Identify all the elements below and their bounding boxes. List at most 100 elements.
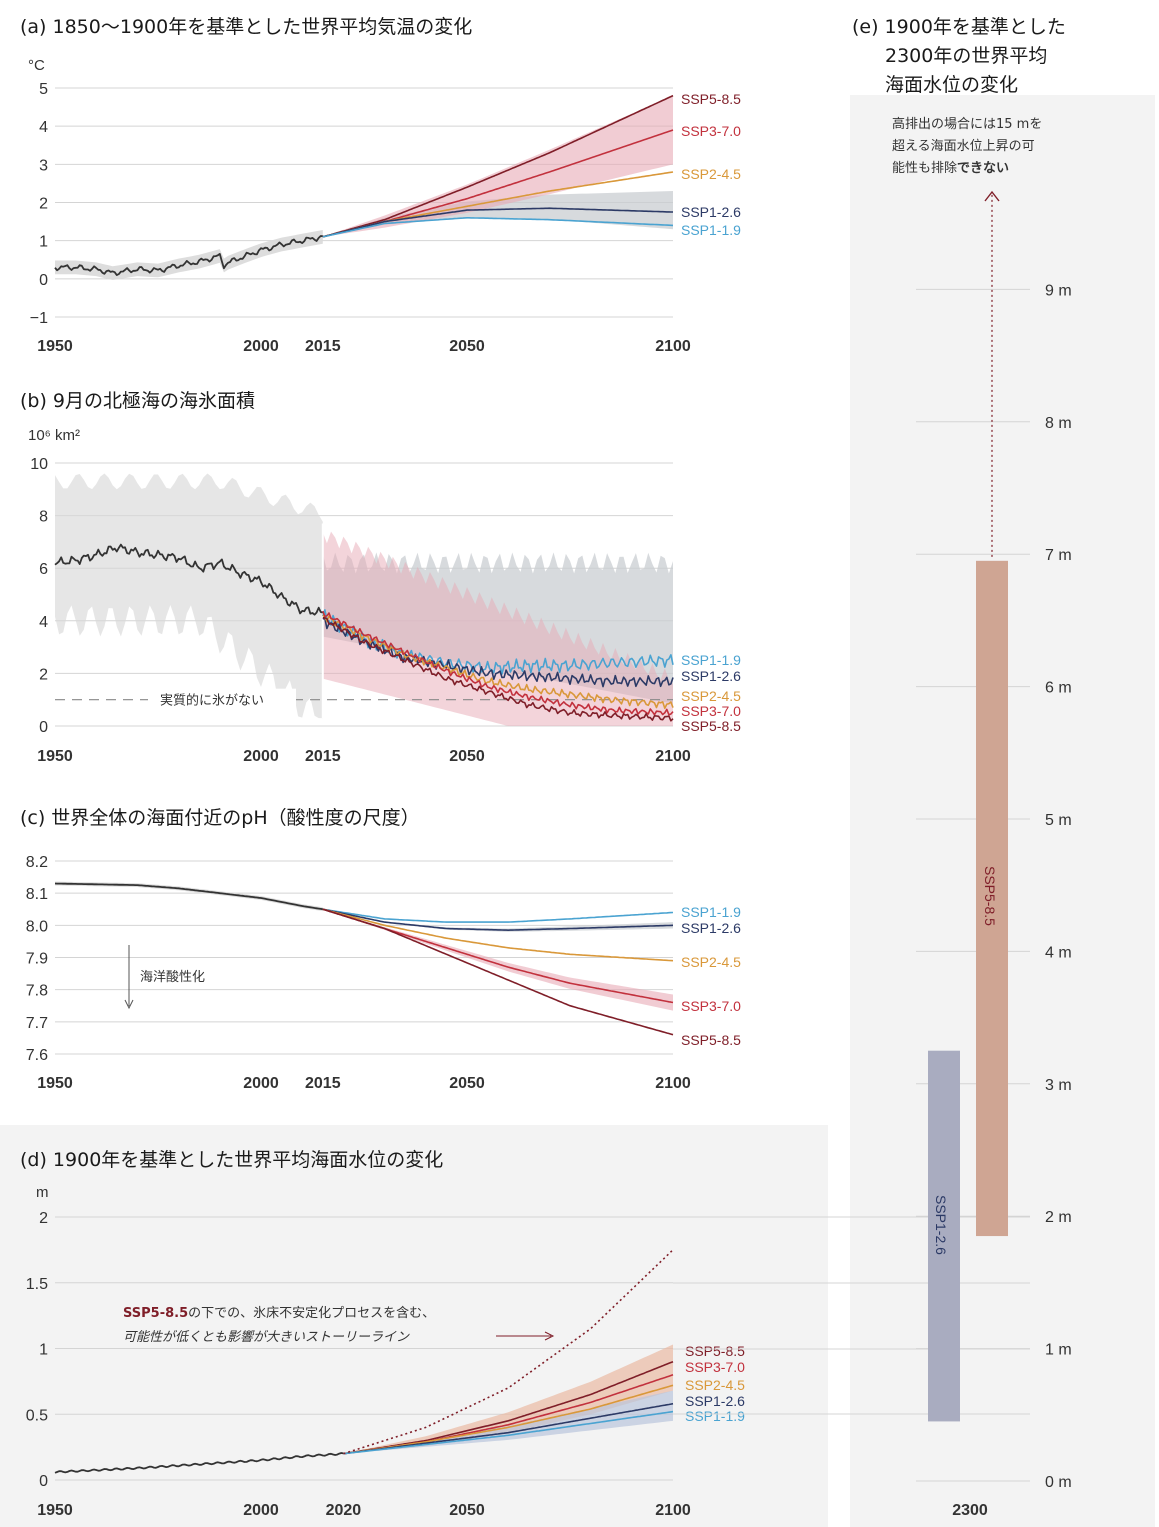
chart-d-sea-level: (d) 1900年を基準とした世界平均海面水位の変化 m 0 0.5 1 1.5 2 1950… <box>20 1149 1030 1519</box>
y-tick-label: 0 m <box>1045 1474 1072 1491</box>
series-ssp1-2-6-line <box>343 1402 674 1455</box>
series-label-ssp3-7-0: SSP3-7.0 <box>685 1359 745 1375</box>
series-ssp2-4-5-line <box>343 1384 674 1455</box>
y-tick-label: 8.2 <box>26 854 48 871</box>
chart-title: (b) 9月の北極海の海氷面積 <box>20 390 255 412</box>
chart-e-title-line: (e) 1900年を基準とした <box>852 16 1066 38</box>
ssp126-range-band <box>343 1390 673 1454</box>
x-tick-label: 2000 <box>243 1075 279 1092</box>
storyline-arrow-head <box>544 1331 555 1341</box>
x-tick-label: 2020 <box>326 1502 362 1519</box>
series-ssp2-4-5-line <box>322 908 674 962</box>
chart-title: (d) 1900年を基準とした世界平均海面水位の変化 <box>20 1149 443 1171</box>
y-tick-label: 0.5 <box>26 1407 48 1424</box>
chart-title: (c) 世界全体の海面付近のpH（酸性度の尺度） <box>20 807 420 829</box>
series-ssp3-7-0-line <box>322 610 674 716</box>
series-label-ssp1-2-6: SSP1-2.6 <box>685 1393 745 1409</box>
chart-e-note-line: 高排出の場合には15 mを <box>892 116 1042 132</box>
bar-label-ssp5-8-5: SSP5-8.5 <box>982 866 998 926</box>
y-tick-label: 1.5 <box>26 1276 48 1293</box>
y-axis-unit: m <box>36 1184 49 1201</box>
storyline-annotation-text: の下での、氷床不安定化プロセスを含む、 <box>188 1305 435 1321</box>
series-historical-line <box>54 235 323 277</box>
series-ssp1-2-6-line <box>322 908 674 932</box>
y-axis-unit: 10⁶ km² <box>28 427 80 444</box>
y-tick-label: 7.9 <box>26 951 48 968</box>
chart-e-note-line3: 能性も排除できない <box>892 161 1009 176</box>
y-tick-label: 4 <box>39 614 48 631</box>
y-tick-label: 4 <box>39 119 48 136</box>
y-tick-label: −1 <box>30 310 48 327</box>
chart-e-note-bold: できない <box>957 161 1009 176</box>
chart-e-title-line: 海面水位の変化 <box>885 74 1018 96</box>
series-label-ssp5-8-5: SSP5-8.5 <box>681 718 741 734</box>
y-tick-label: 0 <box>39 719 48 736</box>
series-label-ssp2-4-5: SSP2-4.5 <box>685 1377 745 1393</box>
series-label-ssp2-4-5: SSP2-4.5 <box>681 688 741 704</box>
series-ssp2-4-5-line <box>322 614 674 710</box>
x-tick-label: 2000 <box>243 338 279 355</box>
chart-a-temperature: (a) 1850〜1900年を基準とした世界平均気温の変化 °C −1 0 1 2 3 4 5 1… <box>20 16 741 355</box>
y-tick-label: 8 <box>39 509 48 526</box>
chart-e-note-line: 超える海面水位上昇の可 <box>892 139 1035 154</box>
y-tick-label: 7.6 <box>26 1047 48 1064</box>
y-tick-label: 6 m <box>1045 680 1072 697</box>
x-tick-label: 2100 <box>655 338 691 355</box>
series-label-ssp1-1-9: SSP1-1.9 <box>685 1408 745 1424</box>
series-historical-line <box>54 1452 344 1474</box>
x-tick-label: 2000 <box>243 1502 279 1519</box>
series-label-ssp5-8-5: SSP5-8.5 <box>681 91 741 107</box>
series-label-ssp1-2-6: SSP1-2.6 <box>681 204 741 220</box>
y-tick-label: 0 <box>39 272 48 289</box>
series-historical-line <box>54 882 323 911</box>
x-tick-label: 2100 <box>655 748 691 765</box>
y-tick-label: 7.8 <box>26 983 48 1000</box>
ssp126-range-band <box>322 909 673 932</box>
storyline-annotation-scenario: SSP5-8.5 <box>123 1306 188 1321</box>
y-tick-label: 2 m <box>1045 1209 1072 1226</box>
y-tick-label: 1 m <box>1045 1342 1072 1359</box>
historical-range-band <box>55 881 323 912</box>
y-tick-label: 9 m <box>1045 282 1072 299</box>
x-tick-label: 2100 <box>655 1075 691 1092</box>
y-tick-label: 3 <box>39 157 48 174</box>
y-tick-label: 8 m <box>1045 415 1072 432</box>
storyline-annotation-line1: SSP5-8.5の下での、氷床不安定化プロセスを含む、 <box>123 1305 435 1321</box>
series-ssp5-8-5-line <box>343 1360 674 1455</box>
storyline-annotation-line2: 可能性が低くとも影響が大きいストーリーライン <box>123 1329 410 1345</box>
y-tick-label: 5 <box>39 81 48 98</box>
series-label-ssp5-8-5: SSP5-8.5 <box>681 1032 741 1048</box>
series-label-ssp2-4-5: SSP2-4.5 <box>681 954 741 970</box>
high-emission-range-band <box>322 531 673 726</box>
y-tick-label: 0 <box>39 1473 48 1490</box>
y-tick-label: 7 m <box>1045 547 1072 564</box>
ssp370-range-band <box>322 909 673 1011</box>
y-tick-label: 2 <box>39 666 48 683</box>
panel-d-background <box>0 1125 828 1527</box>
y-tick-label: 4 m <box>1045 944 1072 961</box>
series-ssp5-8-5-line <box>322 908 674 1036</box>
x-tick-label: 1950 <box>37 338 73 355</box>
acidification-annotation: 海洋酸性化 <box>140 970 205 985</box>
y-tick-label: 3 m <box>1045 1077 1072 1094</box>
x-tick-label: 2000 <box>243 748 279 765</box>
series-label-ssp3-7-0: SSP3-7.0 <box>681 703 741 719</box>
y-tick-label: 2 <box>39 196 48 213</box>
y-tick-label: 8.1 <box>26 886 48 903</box>
x-tick-label: 1950 <box>37 1075 73 1092</box>
series-label-ssp1-1-9: SSP1-1.9 <box>681 222 741 238</box>
x-tick-label: 2050 <box>449 1502 485 1519</box>
x-tick-label: 2050 <box>449 1075 485 1092</box>
series-ssp1-2-6-line <box>322 207 673 238</box>
series-label-ssp5-8-5: SSP5-8.5 <box>685 1343 745 1359</box>
y-tick-label: 10 <box>30 456 48 473</box>
x-tick-label: 1950 <box>37 1502 73 1519</box>
x-tick-label: 2100 <box>655 1502 691 1519</box>
x-tick-label: 2015 <box>305 338 341 355</box>
chart-b-sea-ice: (b) 9月の北極海の海氷面積 10⁶ km² 0 2 4 6 8 10 1950 2000 201… <box>20 390 741 765</box>
x-tick-label: 2015 <box>305 748 341 765</box>
x-tick-label: 1950 <box>37 748 73 765</box>
chart-e-title-line: 2300年の世界平均 <box>885 45 1047 67</box>
chart-c-ph: (c) 世界全体の海面付近のpH（酸性度の尺度） 7.6 7.7 7.8 7.9 8.0 8… <box>20 807 741 1092</box>
